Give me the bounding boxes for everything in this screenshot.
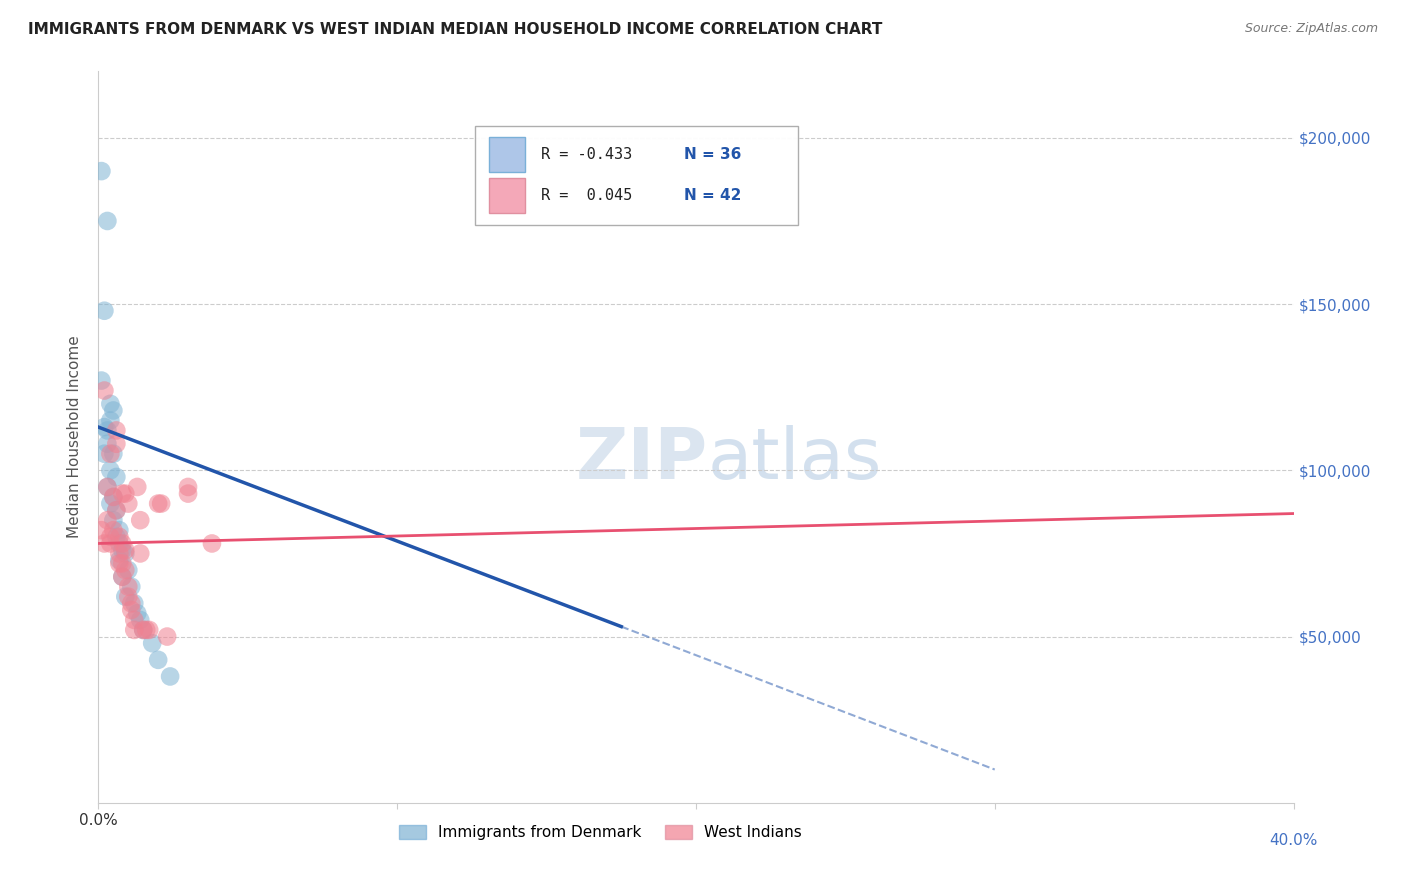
Point [114, 563, 136, 577]
Point [93, 384, 115, 398]
Point [159, 669, 181, 683]
Point [98, 536, 122, 550]
Text: N = 36: N = 36 [685, 147, 741, 162]
Point [105, 470, 128, 484]
Point [117, 563, 139, 577]
Legend: Immigrants from Denmark, West Indians: Immigrants from Denmark, West Indians [392, 819, 808, 847]
Point [96, 513, 118, 527]
Point [114, 546, 136, 560]
Point [108, 523, 131, 537]
Point [108, 553, 131, 567]
Text: atlas: atlas [709, 425, 883, 493]
Point [108, 557, 131, 571]
Point [103, 403, 125, 417]
Point [124, 623, 146, 637]
Point [129, 513, 152, 527]
Point [103, 513, 125, 527]
Point [93, 420, 115, 434]
Point [111, 570, 134, 584]
Point [120, 603, 142, 617]
Text: Source: ZipAtlas.com: Source: ZipAtlas.com [1244, 22, 1378, 36]
Point [105, 530, 128, 544]
Text: R = -0.433: R = -0.433 [541, 147, 631, 162]
Point [201, 536, 224, 550]
Point [111, 557, 134, 571]
Point [135, 623, 157, 637]
Point [90, 523, 112, 537]
Point [129, 613, 152, 627]
Point [148, 497, 170, 511]
Text: ZIP: ZIP [575, 425, 709, 493]
FancyBboxPatch shape [475, 126, 797, 225]
Point [148, 653, 170, 667]
Point [132, 623, 155, 637]
Point [98, 497, 122, 511]
Point [117, 497, 139, 511]
Point [117, 590, 139, 604]
Point [90, 374, 112, 388]
Point [93, 536, 115, 550]
Point [103, 523, 125, 537]
Point [90, 164, 112, 178]
Point [98, 413, 122, 427]
Point [103, 490, 125, 504]
Point [138, 623, 160, 637]
Point [98, 463, 122, 477]
Point [120, 580, 142, 594]
Text: R =  0.045: R = 0.045 [541, 188, 631, 203]
Point [105, 503, 128, 517]
Point [141, 636, 163, 650]
Point [98, 397, 122, 411]
Point [177, 486, 200, 500]
Point [105, 436, 128, 450]
Point [111, 536, 134, 550]
Point [124, 613, 146, 627]
Point [96, 480, 118, 494]
Point [96, 480, 118, 494]
Point [111, 486, 134, 500]
Y-axis label: Median Household Income: Median Household Income [67, 335, 83, 539]
Point [105, 503, 128, 517]
Point [96, 436, 118, 450]
Text: 40.0%: 40.0% [1270, 833, 1317, 848]
Point [120, 596, 142, 610]
Point [114, 543, 136, 558]
Point [124, 596, 146, 610]
Point [108, 530, 131, 544]
Point [93, 447, 115, 461]
Point [98, 530, 122, 544]
Point [96, 214, 118, 228]
Text: IMMIGRANTS FROM DENMARK VS WEST INDIAN MEDIAN HOUSEHOLD INCOME CORRELATION CHART: IMMIGRANTS FROM DENMARK VS WEST INDIAN M… [28, 22, 883, 37]
Point [150, 497, 173, 511]
Point [98, 447, 122, 461]
Point [132, 623, 155, 637]
Point [127, 480, 149, 494]
Point [103, 490, 125, 504]
Point [108, 546, 131, 560]
Point [111, 570, 134, 584]
Point [105, 424, 128, 438]
Point [108, 536, 131, 550]
Point [156, 630, 179, 644]
Text: N = 42: N = 42 [685, 188, 741, 203]
Point [114, 486, 136, 500]
Point [111, 543, 134, 558]
Point [96, 424, 118, 438]
FancyBboxPatch shape [489, 137, 524, 172]
Point [129, 546, 152, 560]
Point [177, 480, 200, 494]
Point [103, 447, 125, 461]
FancyBboxPatch shape [489, 178, 524, 213]
Point [127, 607, 149, 621]
Point [93, 303, 115, 318]
Point [114, 590, 136, 604]
Point [117, 580, 139, 594]
